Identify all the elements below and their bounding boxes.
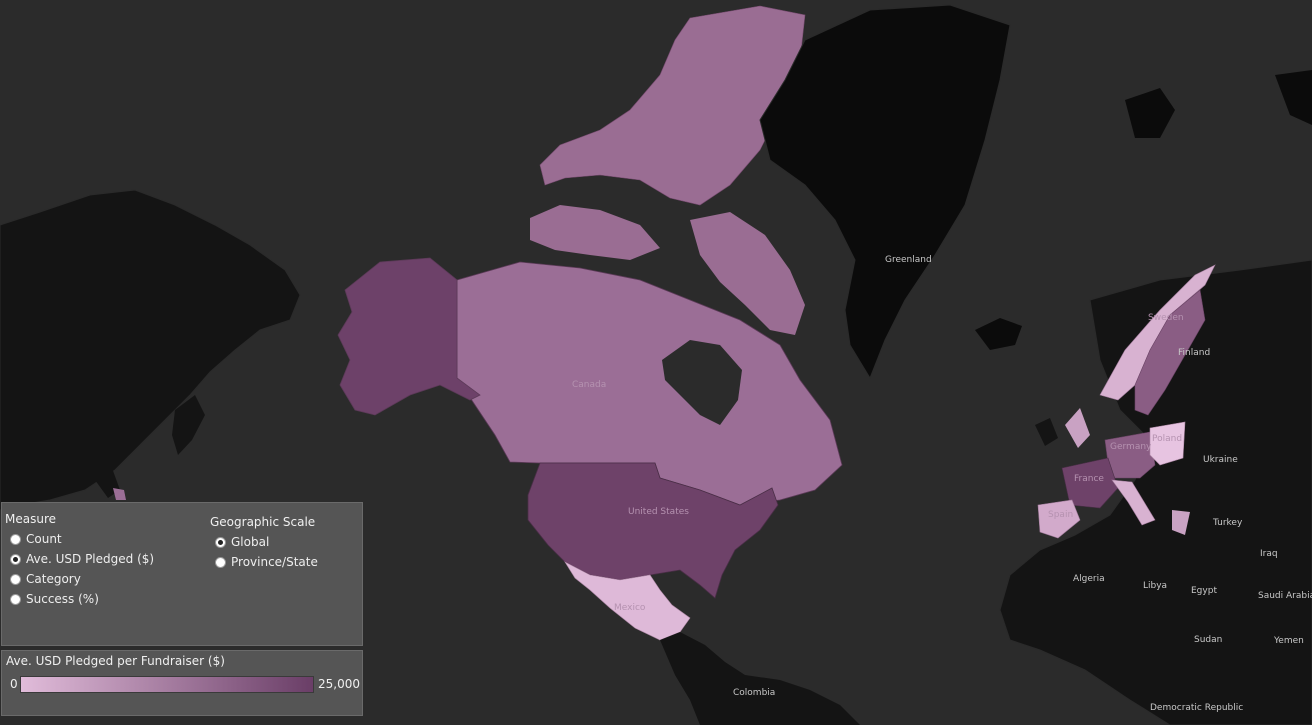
label-germany: Germany — [1110, 442, 1152, 452]
land-ireland-uk — [1035, 418, 1058, 446]
measure-option-count[interactable]: Count — [10, 532, 62, 546]
legend-title: Ave. USD Pledged per Fundraiser ($) — [6, 654, 225, 668]
label-united-states: United States — [628, 507, 689, 517]
label-canada: Canada — [572, 380, 606, 390]
radio-button[interactable] — [215, 536, 226, 548]
land-svalbard — [1125, 88, 1175, 138]
land-iceland — [975, 318, 1022, 350]
color-legend: Ave. USD Pledged per Fundraiser ($) 0 25… — [1, 650, 363, 716]
label-mexico: Mexico — [614, 603, 646, 613]
region-canada-arctic-west[interactable] — [530, 205, 660, 260]
land-arctic-russia — [1275, 70, 1312, 125]
label-saudi-arabia: Saudi Arabia — [1258, 591, 1312, 601]
legend-gradient-bar — [20, 676, 314, 693]
region-italy[interactable] — [1111, 479, 1156, 526]
radio-label: Count — [26, 532, 62, 546]
region-united-states[interactable] — [527, 462, 779, 599]
region-uk[interactable] — [1065, 408, 1090, 448]
label-greenland: Greenland — [885, 255, 932, 265]
region-sweden[interactable] — [1134, 289, 1206, 416]
label-spain: Spain — [1048, 510, 1073, 520]
label-turkey: Turkey — [1212, 518, 1243, 528]
land-east-asia — [0, 189, 301, 511]
region-spain[interactable] — [1037, 499, 1081, 539]
radio-button[interactable] — [10, 593, 21, 605]
radio-label: Province/State — [231, 555, 318, 569]
legend-max-label: 25,000 — [318, 677, 360, 691]
region-alaska[interactable] — [337, 257, 481, 416]
radio-button[interactable] — [215, 556, 226, 568]
region-greece[interactable] — [1172, 510, 1190, 535]
region-poland[interactable] — [1149, 421, 1186, 466]
label-egypt: Egypt — [1191, 586, 1217, 596]
land-central-america — [660, 632, 860, 725]
label-colombia: Colombia — [733, 688, 775, 698]
label-sweden: Sweden — [1148, 313, 1184, 323]
region-france[interactable] — [1061, 457, 1119, 509]
region-baffin-island[interactable] — [690, 212, 805, 335]
measure-option-success[interactable]: Success (%) — [10, 592, 99, 606]
measure-option-ave-usd[interactable]: Ave. USD Pledged ($) — [10, 552, 154, 566]
measure-title: Measure — [5, 512, 56, 526]
label-sudan: Sudan — [1194, 635, 1222, 645]
label-ukraine: Ukraine — [1203, 455, 1238, 465]
radio-button[interactable] — [10, 573, 21, 585]
radio-button[interactable] — [10, 553, 21, 565]
legend-min-label: 0 — [10, 677, 18, 691]
label-libya: Libya — [1143, 581, 1167, 591]
measure-option-category[interactable]: Category — [10, 572, 81, 586]
radio-label: Ave. USD Pledged ($) — [26, 552, 155, 566]
label-poland: Poland — [1152, 434, 1182, 444]
hudson-bay — [662, 340, 742, 425]
geo-option-global[interactable]: Global — [215, 535, 269, 549]
label-finland: Finland — [1178, 348, 1210, 358]
region-japan-patch[interactable] — [113, 488, 126, 500]
radio-button[interactable] — [10, 533, 21, 545]
label-france: France — [1074, 474, 1104, 484]
label-drc: Democratic Republic — [1150, 703, 1243, 713]
label-yemen: Yemen — [1273, 636, 1304, 646]
label-algeria: Algeria — [1073, 574, 1105, 584]
radio-label: Success (%) — [26, 592, 99, 606]
radio-label: Global — [231, 535, 270, 549]
land-kamchatka — [172, 395, 205, 455]
region-norway[interactable] — [1099, 264, 1216, 401]
region-canada[interactable] — [456, 261, 843, 506]
geo-option-province-state[interactable]: Province/State — [215, 555, 318, 569]
radio-label: Category — [26, 572, 81, 586]
label-iraq: Iraq — [1260, 549, 1278, 559]
region-mexico[interactable] — [564, 561, 691, 641]
land-greenland — [759, 4, 1011, 380]
geo-scale-title: Geographic Scale — [210, 515, 316, 529]
controls-panel: Measure Count Ave. USD Pledged ($) Categ… — [1, 502, 363, 646]
